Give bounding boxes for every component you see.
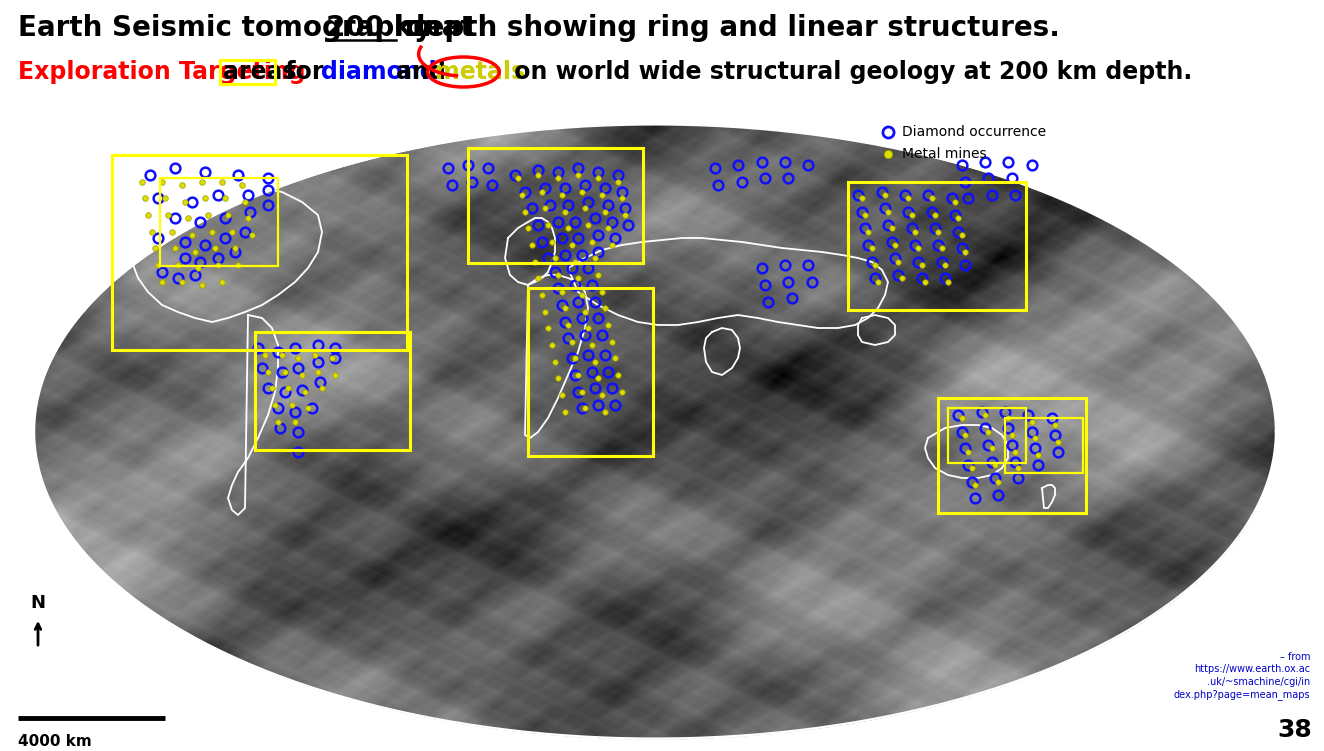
Bar [160,178,278,266]
Text: Metal mines: Metal mines [902,147,986,161]
Text: metals: metals [434,60,524,84]
Bar [467,148,643,263]
Text: Exploration Targeting: Exploration Targeting [19,60,306,84]
Text: 200 km: 200 km [326,14,441,42]
Text: diamond: diamond [322,60,437,84]
Text: – from
https://www.earth.ox.ac
.uk/~smachine/cgi/in
dex.php?page=mean_maps: – from https://www.earth.ox.ac .uk/~smac… [1173,652,1309,700]
Text: Diamond occurrence: Diamond occurrence [902,125,1046,139]
Text: 38: 38 [1278,718,1312,742]
Bar [113,155,406,350]
Text: and: and [388,60,454,84]
Text: 4000 km: 4000 km [19,734,91,749]
Bar [256,332,410,450]
Bar [948,408,1026,463]
Bar [220,60,275,84]
Text: N: N [30,594,45,612]
Bar [847,182,1026,310]
Bar [1005,418,1083,473]
Bar [528,288,653,456]
Text: Earth Seismic tomography at: Earth Seismic tomography at [19,14,483,42]
Text: for: for [277,60,332,84]
Text: areas: areas [222,60,297,84]
Text: on world wide structural geology at 200 km depth.: on world wide structural geology at 200 … [506,60,1193,84]
Bar [937,398,1086,513]
Text: depth showing ring and linear structures.: depth showing ring and linear structures… [396,14,1059,42]
